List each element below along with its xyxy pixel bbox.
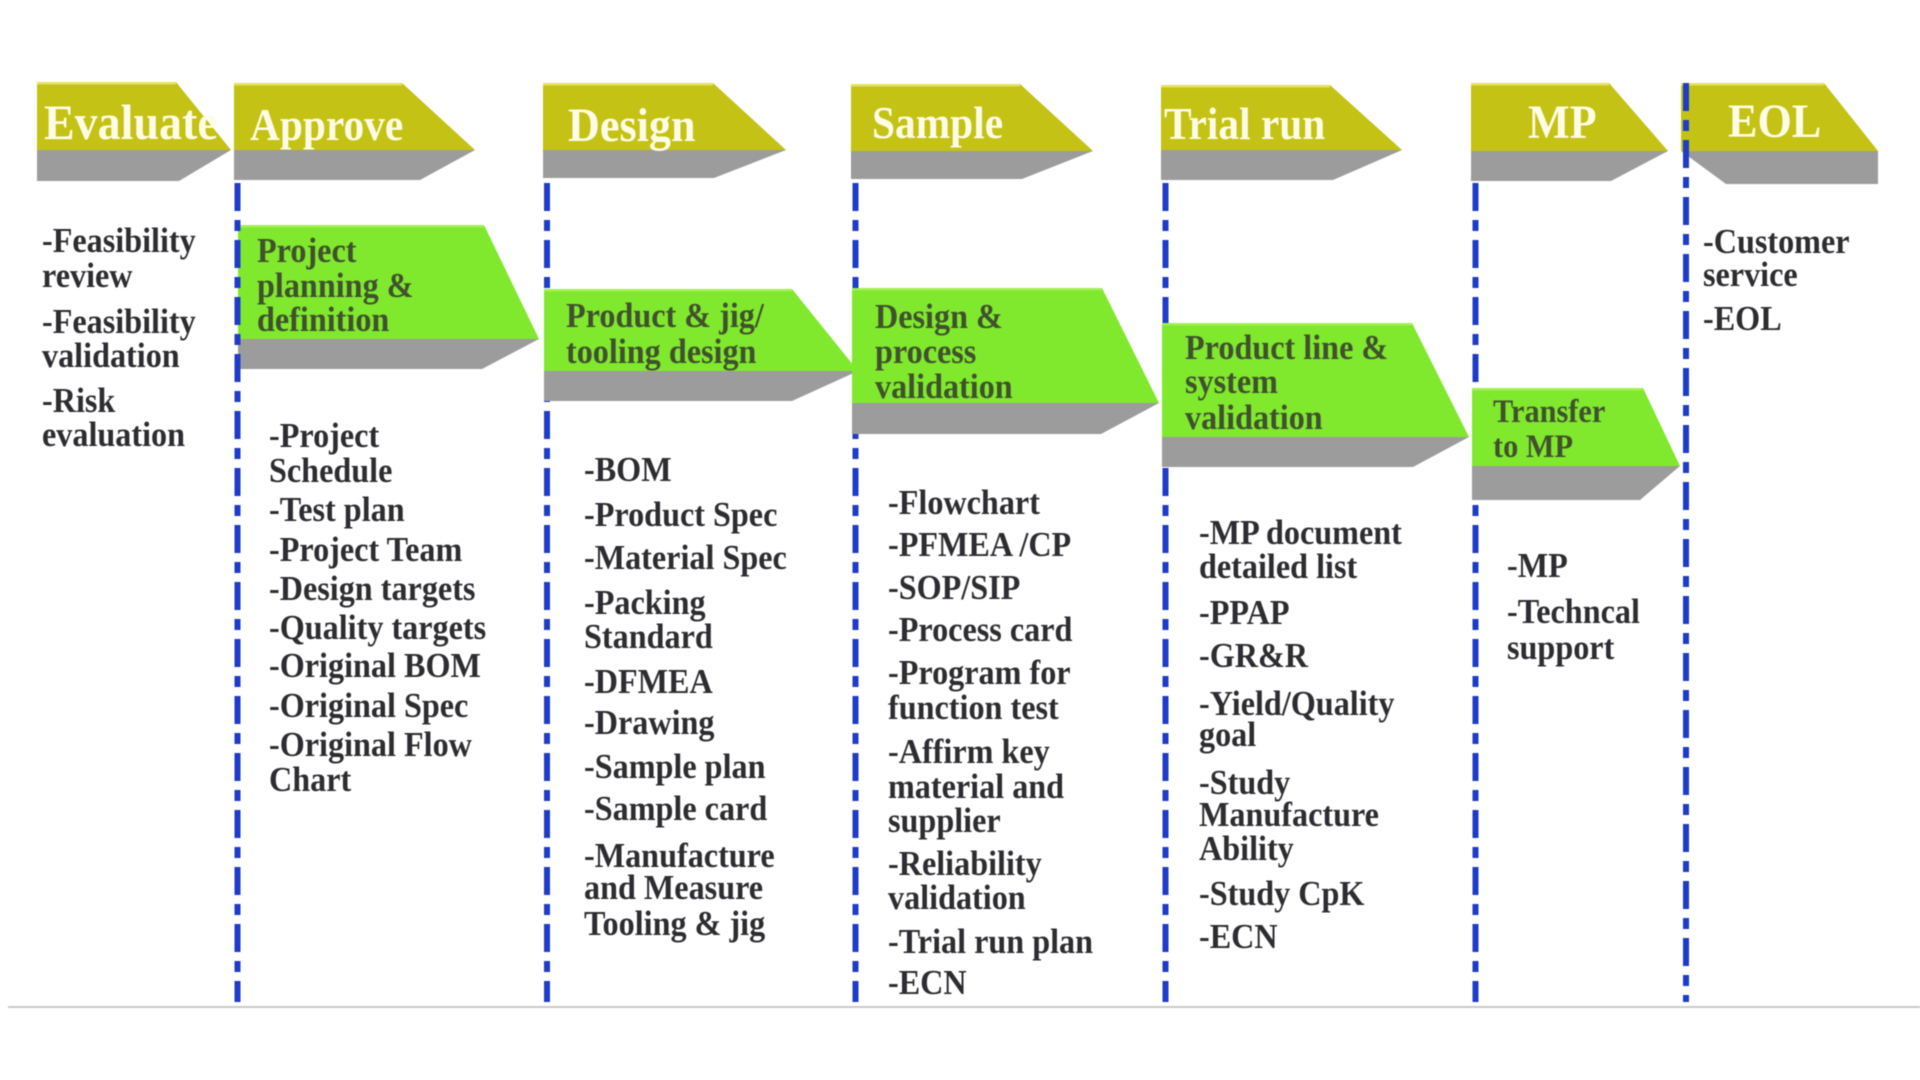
svg-text:-Feasibility: -Feasibility [42, 303, 196, 342]
svg-text:-MP: -MP [1507, 547, 1568, 586]
svg-text:material and: material and [888, 768, 1064, 807]
svg-text:support: support [1507, 629, 1615, 668]
svg-text:-Original Flow: -Original Flow [269, 726, 473, 765]
svg-text:Design &: Design & [875, 298, 1003, 337]
svg-text:Tooling & jig: Tooling & jig [584, 905, 765, 944]
svg-text:-SOP/SIP: -SOP/SIP [888, 569, 1020, 608]
svg-text:-Sample card: -Sample card [584, 790, 768, 829]
svg-text:Standard: Standard [584, 618, 713, 657]
svg-text:-Risk: -Risk [42, 382, 116, 421]
svg-text:definition: definition [257, 301, 390, 340]
svg-text:function test: function test [888, 689, 1059, 728]
svg-text:Manufacture: Manufacture [1199, 796, 1379, 835]
svg-text:-Sample plan: -Sample plan [584, 748, 766, 787]
svg-text:service: service [1703, 256, 1798, 295]
svg-text:-EOL: -EOL [1703, 300, 1782, 339]
svg-text:-Material Spec: -Material Spec [584, 539, 787, 578]
svg-text:-Customer: -Customer [1703, 223, 1850, 262]
svg-text:-Product Spec: -Product Spec [584, 496, 777, 535]
svg-text:evaluation: evaluation [42, 416, 185, 455]
svg-text:-Manufacture: -Manufacture [584, 837, 775, 876]
svg-text:Evaluate: Evaluate [44, 95, 218, 150]
svg-text:-PPAP: -PPAP [1199, 594, 1290, 633]
svg-text:-Design targets: -Design targets [269, 570, 475, 609]
svg-text:MP: MP [1528, 95, 1597, 148]
svg-text:Product & jig/: Product & jig/ [566, 297, 764, 336]
svg-text:-Project Team: -Project Team [269, 531, 462, 570]
svg-text:process: process [875, 333, 976, 372]
svg-text:-Packing: -Packing [584, 584, 706, 623]
svg-text:-Trial run plan: -Trial run plan [888, 923, 1093, 962]
svg-text:-Techncal: -Techncal [1507, 593, 1640, 632]
svg-text:validation: validation [42, 337, 180, 376]
svg-text:-Original Spec: -Original Spec [269, 687, 468, 726]
svg-text:Trial run: Trial run [1164, 99, 1325, 149]
svg-text:validation: validation [888, 879, 1026, 918]
svg-text:to MP: to MP [1493, 428, 1573, 464]
svg-text:-Project: -Project [269, 417, 380, 456]
svg-text:validation: validation [1185, 399, 1323, 438]
svg-text:Transfer: Transfer [1493, 393, 1605, 429]
svg-text:validation: validation [875, 368, 1013, 407]
svg-text:EOL: EOL [1728, 94, 1821, 147]
svg-text:supplier: supplier [888, 802, 1001, 841]
svg-text:-PFMEA /CP: -PFMEA /CP [888, 526, 1071, 565]
svg-text:-Drawing: -Drawing [584, 704, 715, 743]
svg-text:-GR&R: -GR&R [1199, 637, 1309, 676]
svg-text:goal: goal [1199, 716, 1256, 755]
svg-text:-Original BOM: -Original BOM [269, 647, 481, 686]
svg-text:-ECN: -ECN [888, 964, 967, 1003]
svg-text:Schedule: Schedule [269, 452, 392, 491]
svg-text:Chart: Chart [269, 761, 352, 800]
svg-text:-Study CpK: -Study CpK [1199, 875, 1364, 914]
svg-text:-DFMEA: -DFMEA [584, 663, 713, 702]
svg-text:-Flowchart: -Flowchart [888, 484, 1041, 523]
svg-text:-Affirm key: -Affirm key [888, 733, 1050, 772]
svg-text:tooling design: tooling design [566, 333, 757, 372]
svg-text:Project: Project [257, 232, 357, 271]
svg-text:-MP document: -MP document [1199, 514, 1403, 553]
svg-text:-Quality targets: -Quality targets [269, 609, 486, 648]
svg-text:-Test plan: -Test plan [269, 491, 405, 530]
svg-text:-Program for: -Program for [888, 654, 1071, 693]
svg-text:-Process card: -Process card [888, 611, 1073, 650]
svg-text:-Study: -Study [1199, 764, 1290, 803]
svg-text:Design: Design [568, 98, 696, 151]
svg-text:review: review [42, 257, 133, 296]
svg-text:and Measure: and Measure [584, 869, 763, 908]
svg-text:-Feasibility: -Feasibility [42, 222, 196, 261]
svg-text:-BOM: -BOM [584, 451, 672, 490]
svg-text:-ECN: -ECN [1199, 918, 1278, 957]
svg-text:planning &: planning & [257, 267, 414, 306]
svg-text:Approve: Approve [250, 100, 403, 150]
svg-text:-Yield/Quality: -Yield/Quality [1199, 685, 1395, 724]
svg-text:-Reliability: -Reliability [888, 845, 1042, 884]
svg-text:detailed list: detailed list [1199, 548, 1358, 587]
svg-text:system: system [1185, 363, 1278, 402]
svg-text:Ability: Ability [1199, 830, 1294, 869]
svg-text:Product line &: Product line & [1185, 329, 1388, 368]
svg-text:Sample: Sample [872, 98, 1003, 148]
